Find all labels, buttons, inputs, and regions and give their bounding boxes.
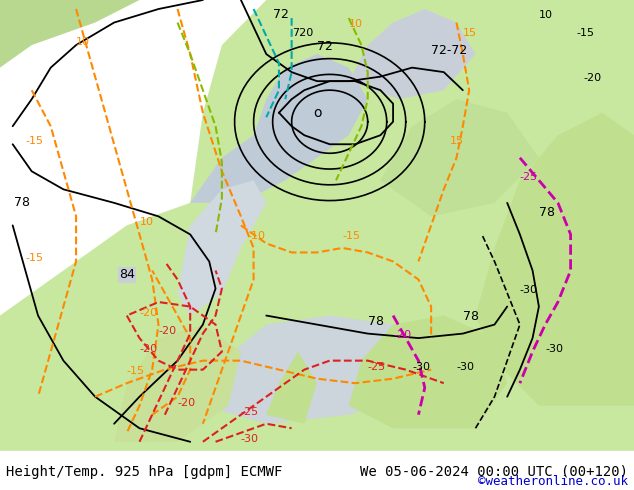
Polygon shape bbox=[349, 316, 507, 428]
Text: -15: -15 bbox=[127, 366, 145, 376]
Text: -30: -30 bbox=[241, 434, 259, 444]
Polygon shape bbox=[190, 54, 368, 203]
Text: 10: 10 bbox=[349, 19, 363, 29]
Text: Height/Temp. 925 hPa [gdpm] ECMWF: Height/Temp. 925 hPa [gdpm] ECMWF bbox=[6, 465, 283, 479]
Text: -25: -25 bbox=[368, 362, 386, 371]
Polygon shape bbox=[203, 316, 431, 424]
Polygon shape bbox=[266, 352, 317, 424]
Text: -15: -15 bbox=[342, 231, 360, 241]
Polygon shape bbox=[0, 0, 634, 451]
Text: -20: -20 bbox=[139, 343, 158, 354]
Text: 78: 78 bbox=[463, 310, 479, 323]
Text: 72-72: 72-72 bbox=[431, 44, 467, 57]
Polygon shape bbox=[349, 9, 476, 99]
Text: 84: 84 bbox=[119, 269, 135, 281]
Polygon shape bbox=[476, 113, 634, 406]
Text: -20: -20 bbox=[178, 398, 196, 408]
Text: -20: -20 bbox=[393, 330, 411, 340]
Text: -25: -25 bbox=[520, 172, 538, 182]
Text: 15: 15 bbox=[463, 28, 477, 38]
Text: 10: 10 bbox=[539, 10, 553, 20]
Text: 78: 78 bbox=[14, 196, 30, 209]
Text: ©weatheronline.co.uk: ©weatheronline.co.uk bbox=[477, 475, 628, 488]
Text: 10: 10 bbox=[76, 37, 90, 47]
Text: We 05-06-2024 00:00 UTC (00+120): We 05-06-2024 00:00 UTC (00+120) bbox=[359, 465, 628, 479]
Text: 72: 72 bbox=[317, 40, 333, 52]
Polygon shape bbox=[114, 324, 241, 442]
Text: -20: -20 bbox=[158, 325, 177, 336]
Text: -30: -30 bbox=[520, 285, 538, 295]
Polygon shape bbox=[380, 99, 539, 217]
Text: 10: 10 bbox=[139, 218, 153, 227]
Text: 78: 78 bbox=[368, 315, 384, 328]
Text: 15: 15 bbox=[450, 136, 464, 146]
Text: -15: -15 bbox=[25, 136, 43, 146]
Text: 78: 78 bbox=[539, 206, 555, 220]
Text: -30: -30 bbox=[545, 343, 563, 354]
Text: -15: -15 bbox=[25, 253, 43, 264]
Text: o: o bbox=[313, 106, 321, 120]
Text: 72: 72 bbox=[273, 8, 288, 21]
Text: -15: -15 bbox=[577, 28, 595, 38]
Polygon shape bbox=[0, 0, 139, 68]
Polygon shape bbox=[178, 180, 266, 316]
Text: -20: -20 bbox=[139, 308, 158, 318]
Text: -30: -30 bbox=[412, 362, 430, 371]
Text: -25: -25 bbox=[241, 407, 259, 416]
Text: -20: -20 bbox=[583, 73, 602, 83]
Text: -30: -30 bbox=[456, 362, 474, 371]
Text: -10: -10 bbox=[247, 231, 265, 241]
Text: 720: 720 bbox=[292, 28, 313, 38]
